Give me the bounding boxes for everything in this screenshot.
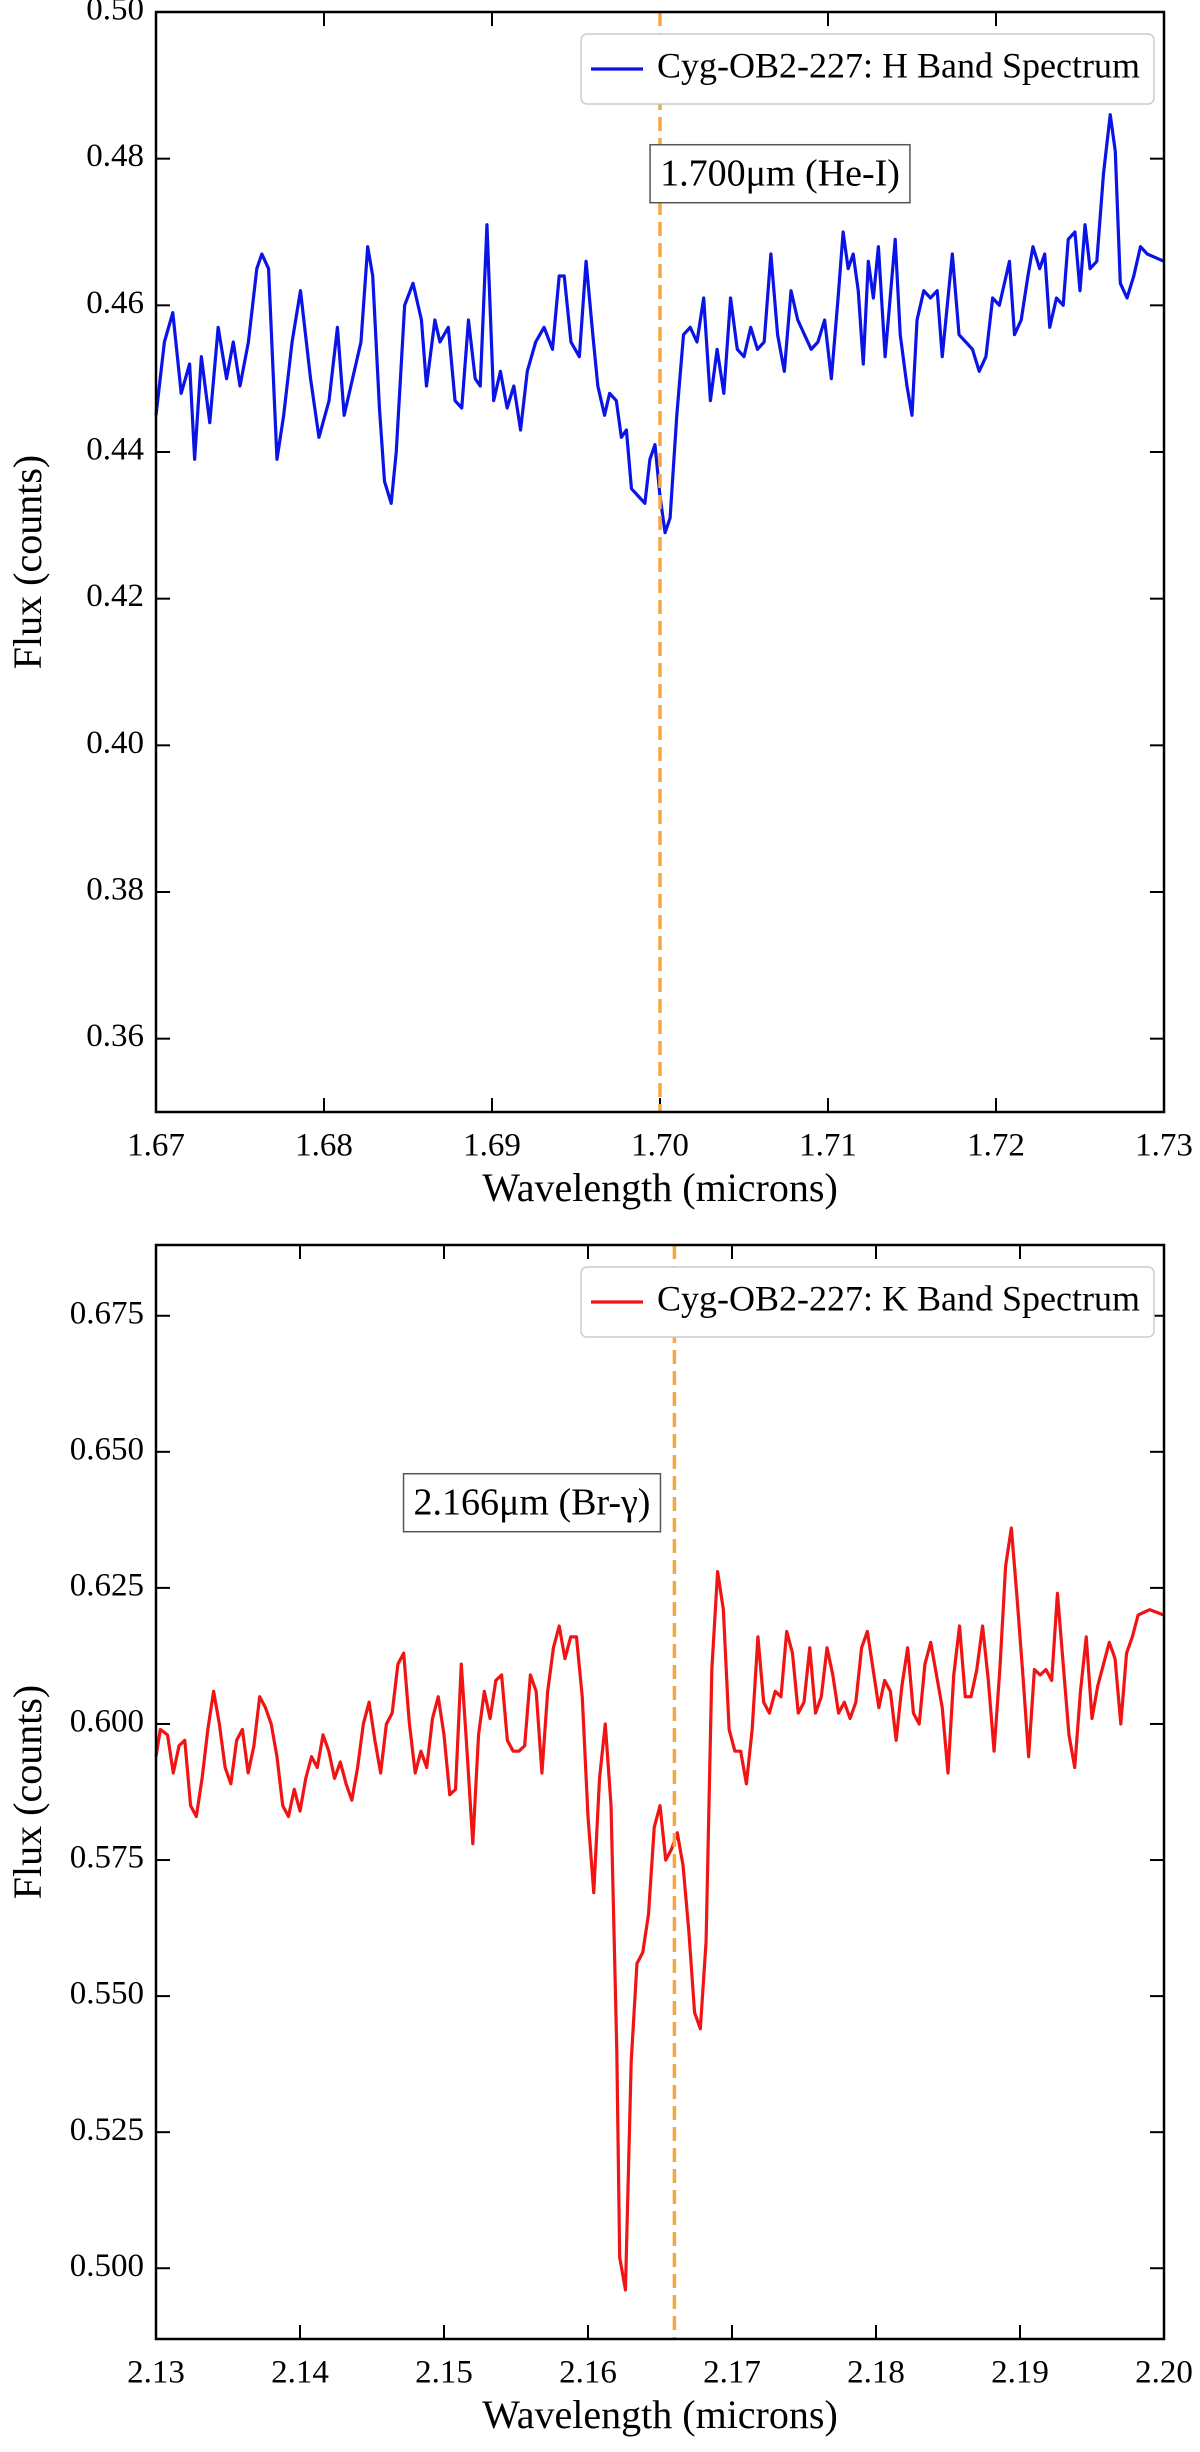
annotation: 1.700μm (He-I) bbox=[660, 153, 900, 195]
legend-label: Cyg-OB2-227: H Band Spectrum bbox=[657, 45, 1140, 85]
plot-frame bbox=[154, 10, 1166, 1114]
y-tick-label: 0.675 bbox=[70, 1295, 144, 1331]
x-tick-label: 1.70 bbox=[631, 1128, 689, 1164]
legend-label: Cyg-OB2-227: K Band Spectrum bbox=[657, 1278, 1140, 1318]
y-tick-label: 0.50 bbox=[86, 0, 144, 28]
x-tick-label: 2.18 bbox=[847, 2355, 905, 2391]
x-tick-label: 2.13 bbox=[127, 2355, 185, 2391]
x-tick-label: 1.68 bbox=[295, 1128, 353, 1164]
annotation-box bbox=[649, 143, 911, 204]
x-tick-label: 2.20 bbox=[1135, 2355, 1193, 2391]
x-tick-label: 2.16 bbox=[559, 2355, 617, 2391]
spectrum-line bbox=[154, 113, 1165, 535]
panel: 0.36 0.38 0.40 0.42 0.44 0.46 0.48 0.50 1.67 1.68… bbox=[5, 0, 1193, 1210]
legend-box bbox=[580, 1266, 1155, 1338]
y-tick-label: 0.625 bbox=[70, 1567, 144, 1603]
y-tick-label: 0.42 bbox=[86, 578, 144, 614]
x-tick-label: 1.69 bbox=[463, 1128, 521, 1164]
y-tick-label: 0.36 bbox=[86, 1018, 144, 1054]
annotation: 2.166μm (Br-γ) bbox=[414, 1482, 651, 1524]
legend: Cyg-OB2-227: H Band Spectrum bbox=[580, 33, 1155, 105]
x-tick-label: 1.72 bbox=[967, 1128, 1025, 1164]
annotation-box bbox=[402, 1472, 662, 1533]
y-tick-label: 0.600 bbox=[70, 1704, 144, 1740]
spectrum-line bbox=[154, 1526, 1165, 2292]
y-tick-label: 0.575 bbox=[70, 1840, 144, 1876]
y-tick-label: 0.550 bbox=[70, 1976, 144, 2012]
x-tick-label: 2.15 bbox=[415, 2355, 473, 2391]
y-tick-label: 0.48 bbox=[86, 138, 144, 174]
y-tick-label: 0.525 bbox=[70, 2112, 144, 2148]
x-tick-label: 2.19 bbox=[991, 2355, 1049, 2391]
legend: Cyg-OB2-227: K Band Spectrum bbox=[580, 1266, 1155, 1338]
y-tick-label: 0.40 bbox=[86, 725, 144, 761]
x-tick-label: 2.14 bbox=[271, 2355, 329, 2391]
y-tick-label: 0.500 bbox=[70, 2248, 144, 2284]
x-axis-label: Wavelength (microns) bbox=[482, 2392, 838, 2437]
y-axis-label: Flux (counts) bbox=[5, 1685, 50, 1899]
y-tick-label: 0.650 bbox=[70, 1431, 144, 1467]
x-tick-label: 2.17 bbox=[703, 2355, 761, 2391]
x-tick-label: 1.71 bbox=[799, 1128, 857, 1164]
x-axis-label: Wavelength (microns) bbox=[482, 1165, 838, 1210]
y-tick-label: 0.38 bbox=[86, 872, 144, 908]
y-tick-label: 0.44 bbox=[86, 432, 144, 468]
y-axis-label: Flux (counts) bbox=[5, 455, 50, 669]
y-tick-label: 0.46 bbox=[86, 285, 144, 321]
x-tick-label: 1.67 bbox=[127, 1128, 185, 1164]
plot-frame bbox=[154, 1243, 1166, 2341]
panel: 0.500 0.525 0.550 0.575 0.600 0.625 0.650 0.675… bbox=[5, 1243, 1193, 2437]
legend-box bbox=[580, 33, 1155, 105]
x-tick-label: 1.73 bbox=[1135, 1128, 1193, 1164]
